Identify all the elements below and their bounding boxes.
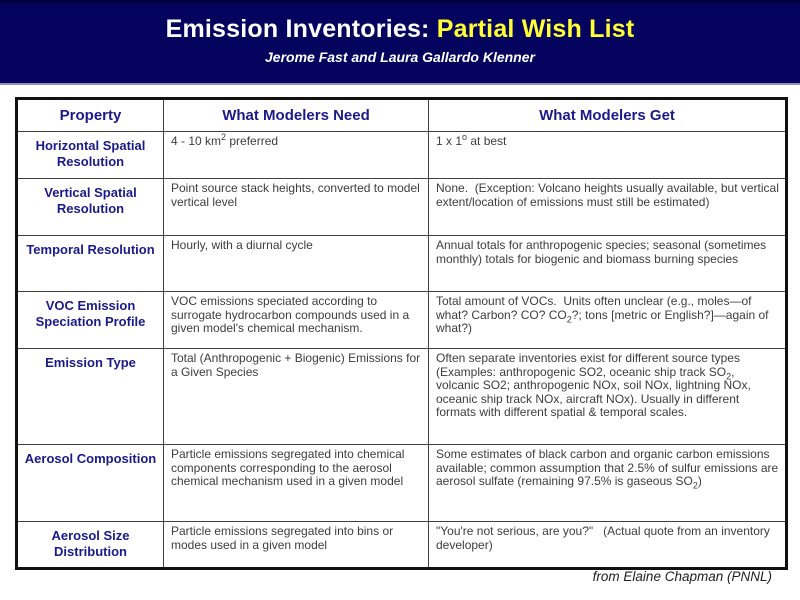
emission-inventory-table: Property What Modelers Need What Modeler… [15,97,788,570]
need-cell: VOC emissions speciated according to sur… [163,291,429,349]
property-cell: VOC Emission Speciation Profile [16,291,164,349]
need-cell: Particle emissions segregated into chemi… [163,444,429,522]
get-cell: Often separate inventories exist for dif… [428,348,787,445]
need-cell: Total (Anthropogenic + Biogenic) Emissio… [163,348,429,445]
get-cell: Some estimates of black carbon and organ… [428,444,787,522]
table-row-horizontal-spatial: Horizontal Spatial Resolution 4 - 10 km2… [16,131,787,179]
property-cell: Aerosol Composition [16,444,164,522]
table-row-aerosol-size: Aerosol Size Distribution Particle emiss… [16,521,787,569]
property-cell: Aerosol Size Distribution [16,521,164,569]
table-row-vertical-spatial: Vertical Spatial Resolution Point source… [16,178,787,236]
table-row-voc-speciation: VOC Emission Speciation Profile VOC emis… [16,291,787,349]
title-prefix: Emission Inventories: [165,15,437,43]
property-cell: Vertical Spatial Resolution [16,178,164,236]
need-cell: Hourly, with a diurnal cycle [163,235,429,292]
slide-title-banner: Emission Inventories: Partial Wish List … [0,0,800,85]
slide-title: Emission Inventories: Partial Wish List [0,15,800,44]
need-cell: Point source stack heights, converted to… [163,178,429,236]
column-header-need: What Modelers Need [163,98,429,132]
get-cell: 1 x 1o at best [428,131,787,179]
get-cell: None. (Exception: Volcano heights usuall… [428,178,787,236]
column-header-get: What Modelers Get [428,98,787,132]
get-cell: Annual totals for anthropogenic species;… [428,235,787,292]
table-header-row: Property What Modelers Need What Modeler… [16,98,787,132]
get-cell: Total amount of VOCs. Units often unclea… [428,291,787,349]
property-cell: Emission Type [16,348,164,445]
column-header-property: Property [16,98,164,132]
slide-subtitle: Jerome Fast and Laura Gallardo Klenner [265,49,535,65]
table-row-emission-type: Emission Type Total (Anthropogenic + Bio… [16,348,787,445]
need-cell: Particle emissions segregated into bins … [163,521,429,569]
credit-line: from Elaine Chapman (PNNL) [592,569,772,584]
property-cell: Temporal Resolution [16,235,164,292]
property-cell: Horizontal Spatial Resolution [16,131,164,179]
wish-list-table-container: Property What Modelers Need What Modeler… [15,97,788,570]
get-cell: "You're not serious, are you?" (Actual q… [428,521,787,569]
table-row-temporal: Temporal Resolution Hourly, with a diurn… [16,235,787,292]
title-highlight: Partial Wish List [436,15,635,43]
need-cell: 4 - 10 km2 preferred [163,131,429,179]
table-row-aerosol-composition: Aerosol Composition Particle emissions s… [16,444,787,522]
